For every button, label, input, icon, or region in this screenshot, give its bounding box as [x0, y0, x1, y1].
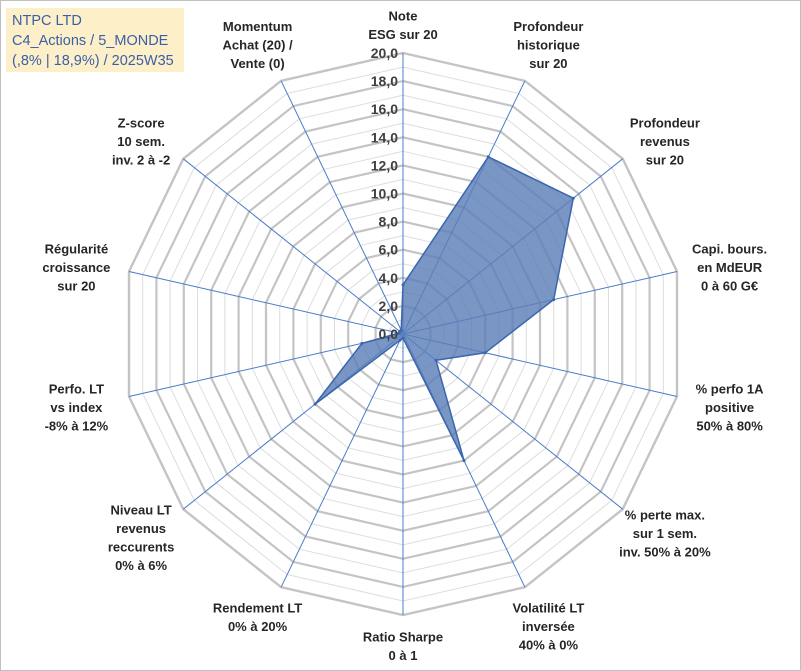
category-label: Niveau LT revenus reccurents 0% à 6% — [108, 502, 174, 573]
category-label: Profondeur historique sur 20 — [513, 19, 583, 71]
series-point — [401, 336, 405, 340]
series-point — [483, 351, 487, 355]
tick-label: 16,0 — [371, 101, 398, 117]
category-label-line: croissance — [42, 260, 110, 275]
series-point — [552, 298, 556, 302]
category-label-line: sur 20 — [57, 279, 95, 294]
tick-label: 14,0 — [371, 129, 398, 145]
category-label-line: 50% à 80% — [696, 419, 763, 434]
radar-category-labels: Note ESG sur 20 Profondeur historique sur 20… — [42, 9, 767, 664]
category-label-line: Note — [389, 9, 418, 24]
category-label-line: Niveau LT — [111, 502, 172, 517]
category-label-line: 10 sem. — [117, 134, 165, 149]
tick-label: 10,0 — [371, 186, 398, 202]
category-label: Momentum Achat (20) / Vente (0) — [223, 19, 293, 71]
series-point — [434, 358, 438, 362]
radar-series — [313, 155, 575, 463]
category-label-line: % perte max. — [625, 508, 705, 523]
category-label-line: Capi. bours. — [692, 242, 767, 257]
category-label: Z-score 10 sem. inv. 2 à -2 — [112, 116, 170, 168]
category-label-line: 0% à 20% — [228, 619, 288, 634]
category-label: % perte max. sur 1 sem. inv. 50% à 20% — [619, 508, 711, 560]
series-point — [401, 283, 405, 287]
axis-spoke — [280, 333, 404, 588]
category-label-line: Achat (20) / — [223, 38, 293, 53]
category-label-line: -8% à 12% — [45, 419, 109, 434]
tick-label: 8,0 — [379, 214, 399, 230]
series-point — [313, 402, 317, 406]
tick-label: 6,0 — [379, 242, 399, 258]
tick-label: 0,0 — [379, 326, 399, 342]
category-label-line: Perfo. LT — [49, 382, 104, 397]
series-point — [462, 459, 466, 463]
category-label-line: vs index — [50, 400, 103, 415]
category-label: % perfo 1A positive 50% à 80% — [696, 382, 765, 434]
category-label-line: sur 20 — [646, 153, 684, 168]
category-label-line: inversée — [522, 619, 575, 634]
category-label-line: revenus — [116, 521, 166, 536]
category-label-line: Rendement LT — [213, 600, 302, 615]
tick-label: 12,0 — [371, 157, 398, 173]
category-label-line: Profondeur — [630, 116, 700, 131]
tick-label: 4,0 — [379, 270, 399, 286]
category-label-line: 40% à 0% — [519, 637, 579, 652]
category-label-line: Régularité — [45, 242, 109, 257]
category-label: Régularité croissance sur 20 — [42, 242, 110, 294]
tick-label: 2,0 — [379, 298, 399, 314]
category-label-line: 0 à 1 — [389, 648, 418, 663]
category-label-line: Profondeur — [513, 19, 583, 34]
category-label-line: revenus — [640, 134, 690, 149]
axis-spoke — [402, 333, 624, 510]
axis-spoke — [128, 333, 404, 397]
title-box: NTPC LTD C4_Actions / 5_MONDE (,8% | 18,… — [6, 8, 184, 72]
category-label-line: % perfo 1A — [696, 382, 765, 397]
category-label: Volatilité LT inversée 40% à 0% — [513, 600, 585, 652]
category-label: Note ESG sur 20 — [368, 9, 437, 43]
axis-spoke — [280, 80, 404, 335]
category-label-line: sur 1 sem. — [633, 526, 697, 541]
series-point — [571, 196, 575, 200]
series-point — [399, 328, 403, 332]
category-label-line: 0% à 6% — [115, 558, 167, 573]
category-label: Capi. bours. en MdEUR 0 à 60 G€ — [692, 242, 767, 294]
tick-label: 18,0 — [371, 73, 398, 89]
category-label-line: 0 à 60 G€ — [701, 279, 758, 294]
title-category: C4_Actions / 5_MONDE — [12, 33, 169, 49]
category-label: Perfo. LT vs index -8% à 12% — [45, 382, 109, 434]
category-label-line: sur 20 — [529, 56, 567, 71]
category-label-line: ESG sur 20 — [368, 27, 437, 42]
category-label-line: inv. 50% à 20% — [619, 545, 711, 560]
category-label-line: positive — [705, 400, 754, 415]
category-label-line: en MdEUR — [697, 260, 763, 275]
category-label-line: inv. 2 à -2 — [112, 153, 170, 168]
category-label: Ratio Sharpe 0 à 1 — [363, 630, 443, 664]
tick-label: 20,0 — [371, 45, 398, 61]
category-label: Profondeur revenus sur 20 — [630, 116, 700, 168]
radar-tick-labels: 0,0 2,0 4,0 6,0 8,0 10,0 12,0 14,0 16,0 18,0 20,0 — [371, 45, 398, 342]
category-label-line: reccurents — [108, 539, 174, 554]
category-label-line: Momentum — [223, 19, 292, 34]
title-company: NTPC LTD — [12, 13, 82, 29]
category-label-line: Z-score — [118, 116, 165, 131]
title-stats: (,8% | 18,9%) / 2025W35 — [12, 53, 174, 69]
axis-spoke — [128, 271, 404, 335]
axis-spoke — [182, 158, 404, 335]
category-label-line: Ratio Sharpe — [363, 630, 443, 645]
category-label-line: Vente (0) — [231, 56, 285, 71]
category-label-line: historique — [517, 38, 580, 53]
category-label-line: Volatilité LT — [513, 600, 585, 615]
series-point — [398, 338, 402, 342]
series-point — [360, 341, 364, 345]
series-point — [486, 155, 490, 159]
category-label: Rendement LT 0% à 20% — [213, 600, 302, 634]
